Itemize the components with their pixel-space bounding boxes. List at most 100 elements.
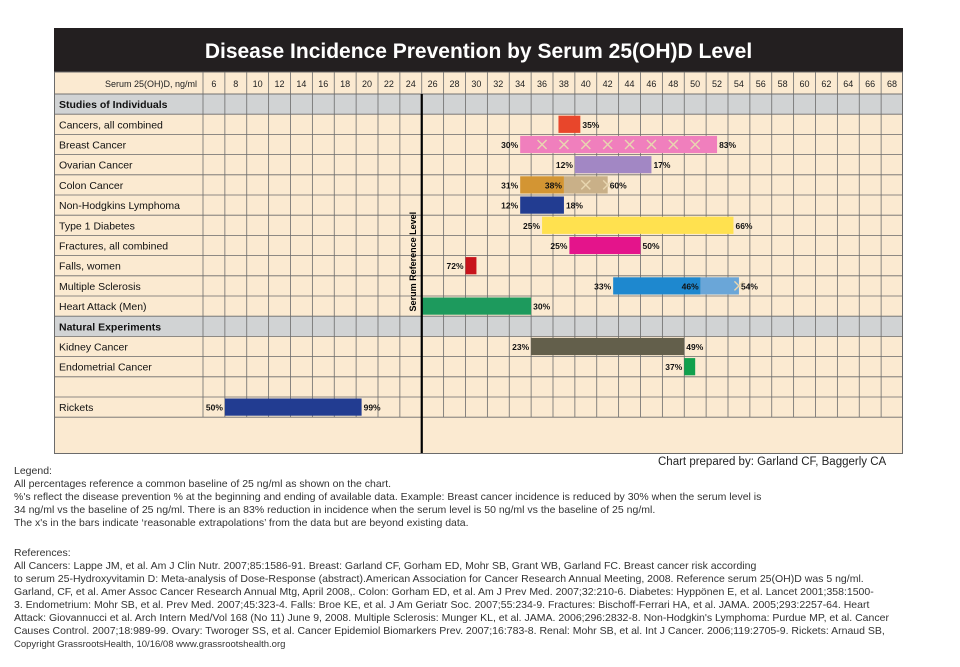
data-label: 99% [364,403,381,413]
extrapolation-mark [624,139,635,150]
tick-label: 30 [471,79,481,89]
legend-line: 34 ng/ml vs the baseline of 25 ng/ml. Th… [14,504,656,516]
data-bar [531,337,685,356]
tick-label: 48 [668,79,678,89]
extrapolation-mark [668,139,679,150]
references-line: 3. Endometrium: Mohr SB, et al. Prev Med… [14,599,870,611]
tick-label: 24 [406,79,416,89]
tick-label: 22 [384,79,394,89]
tick-label: 12 [275,79,285,89]
legend-line: Legend: [14,465,52,477]
data-bar [520,196,564,214]
data-label: 60% [610,180,627,190]
data-label: 72% [446,261,463,271]
row-label: Breast Cancer [59,140,127,152]
data-bar [224,398,362,416]
references-line: Causes Control. 2007;18:989-99. Ovary: T… [14,625,885,637]
row-label: Type 1 Diabetes [59,220,135,232]
extrapolation-mark [602,179,613,190]
data-label: 12% [501,201,518,211]
data-label: 31% [501,180,518,190]
row-label: Cancers, all combined [59,119,163,131]
extrapolation-mark [558,139,569,150]
references-line: Garland, CF, et al. Amer Assoc Cancer Re… [14,586,874,598]
tick-label: 20 [362,79,372,89]
row-label: Rickets [59,402,93,414]
tick-label: 44 [625,79,635,89]
tick-label: 52 [712,79,722,89]
legend-line: The x's in the bars indicate ‘reasonable… [14,517,469,529]
title-bar [54,28,903,72]
data-label: 33% [594,281,611,291]
data-label: 46% [682,281,699,291]
references-line: References: [14,547,71,559]
data-label: 25% [550,241,567,251]
extrapolation-mark [690,139,701,150]
extrapolation-mark [602,139,613,150]
data-label: 35% [582,120,599,130]
legend-line: All percentages reference a common basel… [14,478,392,490]
data-label: 23% [512,342,529,352]
chart-frame: Disease Incidence Prevention by Serum 25… [54,28,903,454]
extrapolation-mark [537,139,548,150]
row-label: Kidney Cancer [59,342,128,354]
data-bar [613,277,701,295]
data-label: 54% [741,281,758,291]
data-bar [574,156,652,174]
extrapolation-mark [580,179,591,190]
reference-label: Serum Reference Level [408,212,418,312]
row-label: Fractures, all combined [59,241,168,253]
tick-label: 56 [756,79,766,89]
axis-label: Serum 25(OH)D, ng/ml [105,79,197,89]
references-line: to serum 25-Hydroxyvitamin D: Meta-analy… [14,573,864,585]
data-label: 18% [566,201,583,211]
tick-label: 26 [428,79,438,89]
data-bar [700,277,739,295]
data-bar [421,297,532,315]
data-bar [569,236,641,255]
tick-label: 6 [211,79,216,89]
grid-border [54,71,903,454]
data-label: 30% [533,302,550,312]
tick-label: 54 [734,79,744,89]
data-bar [520,135,718,154]
tick-label: 64 [843,79,853,89]
data-label: 50% [643,241,660,251]
copyright-line: Copyright GrassrootsHealth, 10/16/08 www… [14,639,286,650]
tick-label: 14 [296,79,306,89]
tick-label: 18 [340,79,350,89]
row-label: Endometrial Cancer [59,362,152,374]
tick-label: 10 [253,79,263,89]
legend-line: %'s reflect the disease prevention % at … [14,491,762,503]
chart-title: Disease Incidence Prevention by Serum 25… [205,40,752,63]
data-bar [542,216,734,234]
tick-label: 36 [537,79,547,89]
tick-label: 16 [318,79,328,89]
data-bar [465,257,477,275]
references-line: All Cancers: Lappe JM, et al. Am J Clin … [14,560,757,572]
tick-label: 40 [581,79,591,89]
grid-background [54,71,903,454]
section-row-bg [54,94,903,115]
tick-label: 60 [800,79,810,89]
legend-block: Legend: All percentages reference a comm… [14,465,944,530]
extrapolation-mark [580,139,591,150]
tick-label: 8 [233,79,238,89]
data-bar [684,358,696,376]
tick-label: 32 [493,79,503,89]
data-label: 12% [556,160,573,170]
tick-label: 34 [515,79,525,89]
data-label: 83% [719,140,736,150]
chart-svg: Disease Incidence Prevention by Serum 25… [54,28,903,454]
row-label: Ovarian Cancer [59,160,133,172]
tick-label: 66 [865,79,875,89]
row-label: Falls, women [59,261,121,273]
section-row-bg [54,316,903,337]
row-label: Colon Cancer [59,180,124,192]
data-label: 17% [653,160,670,170]
data-bar [520,176,564,194]
section-label: Natural Experiments [59,321,161,333]
section-label: Studies of Individuals [59,99,168,111]
references-line: Attack: Giovannucci et al. Arch Intern M… [14,612,889,624]
data-bar [558,115,581,133]
